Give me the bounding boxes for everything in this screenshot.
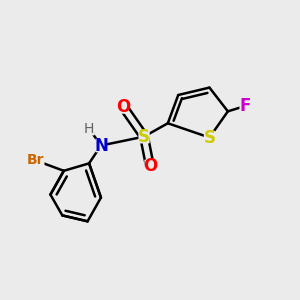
Text: Br: Br [27, 153, 44, 167]
FancyBboxPatch shape [95, 139, 106, 152]
FancyBboxPatch shape [118, 100, 129, 114]
FancyBboxPatch shape [144, 160, 156, 173]
FancyBboxPatch shape [83, 122, 95, 135]
FancyBboxPatch shape [239, 99, 251, 113]
FancyBboxPatch shape [27, 154, 44, 167]
Text: S: S [138, 128, 150, 146]
Text: H: H [84, 122, 94, 136]
Text: N: N [94, 136, 108, 154]
FancyBboxPatch shape [204, 131, 215, 144]
Text: O: O [143, 157, 157, 175]
FancyBboxPatch shape [138, 130, 150, 143]
Text: O: O [116, 98, 130, 116]
Text: F: F [239, 97, 251, 115]
Text: S: S [203, 128, 215, 146]
